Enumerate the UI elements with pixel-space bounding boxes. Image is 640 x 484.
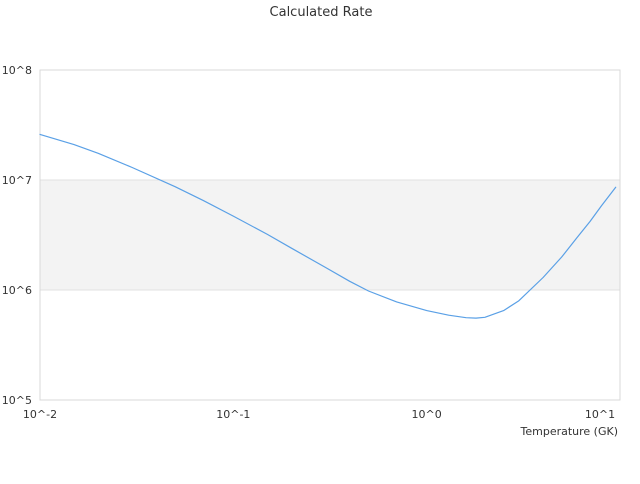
y-tick-labels: 10^5 10^6 10^7 10^8	[2, 64, 32, 407]
x-tick-label-1: 10^-1	[216, 408, 250, 421]
y-tick-label-2: 10^7	[2, 174, 32, 187]
x-tick-label-0: 10^-2	[23, 408, 57, 421]
y-tick-label-0: 10^5	[2, 394, 32, 407]
series-layer	[39, 133, 617, 319]
x-tick-labels: 10^-2 10^-1 10^0 10^1	[23, 408, 615, 421]
plot-frame	[39, 69, 621, 401]
y-tick-label-1: 10^6	[2, 284, 32, 297]
x-tick-label-2: 10^0	[412, 408, 442, 421]
chart-title: Calculated Rate	[270, 5, 373, 20]
x-axis-label: Temperature (GK)	[520, 425, 619, 438]
series-line-0	[39, 133, 617, 319]
x-tick-label-3: 10^1	[585, 408, 615, 421]
plot-band-1	[40, 180, 620, 290]
y-tick-label-3: 10^8	[2, 64, 32, 77]
plot-bands	[40, 180, 620, 290]
